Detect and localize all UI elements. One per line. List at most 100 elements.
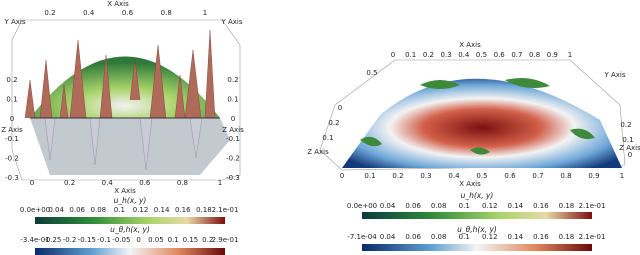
bottom-tick-label: 0.8 bbox=[177, 179, 188, 187]
top-tick-label: 0.6 bbox=[122, 9, 134, 17]
colorbar bbox=[362, 244, 592, 251]
bottom-tick-label: 0.7 bbox=[532, 172, 543, 180]
bottom-tick-label: 0.2 bbox=[64, 179, 75, 187]
colorbar-tick-label: 0.15 bbox=[183, 236, 199, 244]
colorbar-tick-label: 0.18 bbox=[559, 233, 575, 241]
colorbar-tick-label: -0.05 bbox=[112, 236, 130, 244]
right-tick-label: -0.2 bbox=[226, 154, 240, 162]
top-tick-label: 0.2 bbox=[423, 51, 434, 59]
bottom-tick-label: 0.4 bbox=[448, 172, 460, 180]
left-axis-title: Z Axis bbox=[1, 126, 23, 134]
corner-label: Y Axis bbox=[603, 71, 625, 79]
top-tick-label: 0.7 bbox=[511, 51, 522, 59]
colorbar-tick-label: 0.08 bbox=[431, 202, 447, 210]
bottom-tick-label: 0.4 bbox=[102, 179, 114, 187]
colorbar-tick-label: 0.08 bbox=[431, 233, 447, 241]
colorbar-tick-label: 0.18 bbox=[559, 202, 575, 210]
colorbar-tick-label: 0.12 bbox=[482, 233, 498, 241]
colorbar-tick-label: -7.1e-04 bbox=[347, 233, 377, 241]
colorbar-tick-label: 0.2 bbox=[202, 236, 213, 244]
left-tick-label: -0.2 bbox=[5, 154, 19, 162]
colorbar-tick-label: 0.04 bbox=[380, 233, 396, 241]
colorbar-tick-label: 0 bbox=[136, 236, 140, 244]
colorbar-tick-label: 2.1e-01 bbox=[579, 233, 606, 241]
colorbar-tick-label: -0.15 bbox=[78, 236, 96, 244]
bottom-tick-label: 0.1 bbox=[364, 172, 375, 180]
right-tick-label: 0.1 bbox=[622, 136, 633, 144]
colorbar-tick-label: 2.1e-01 bbox=[579, 202, 606, 210]
colorbar-tick-label: 0.1 bbox=[459, 202, 470, 210]
bottom-tick-label: 1 bbox=[620, 172, 624, 180]
colorbar-tick-label: 0.14 bbox=[508, 202, 524, 210]
colorbar-tick-label: -0.1 bbox=[97, 236, 111, 244]
left-tick-label: -0.1 bbox=[5, 135, 19, 143]
bottom-tick-label: 0.8 bbox=[560, 172, 571, 180]
top-tick-label: 0 bbox=[391, 51, 395, 59]
top-tick-label: 0.1 bbox=[405, 51, 416, 59]
top-tick-label: 0.8 bbox=[161, 9, 172, 17]
colorbar-tick-label: 0.06 bbox=[405, 202, 421, 210]
colorbar-tick-label: -0.2 bbox=[63, 236, 77, 244]
left-axis-title: Z Axis bbox=[307, 148, 329, 156]
right-tick-label: 0.2 bbox=[227, 76, 238, 84]
top-tick-label: 0.4 bbox=[458, 51, 470, 59]
top-tick-label: 0.6 bbox=[494, 51, 506, 59]
top-tick-label: 0.3 bbox=[441, 51, 452, 59]
top-tick-label: 0.2 bbox=[44, 9, 55, 17]
colorbar-tick-label: 2.9e-01 bbox=[212, 236, 239, 244]
bottom-axis-title: X Axis bbox=[459, 180, 481, 188]
colorbar-title: u_θ,h(x, y) bbox=[457, 225, 497, 234]
colorbar-tick-label: 2.1e-01 bbox=[212, 206, 239, 214]
bottom-axis-title: X Axis bbox=[114, 187, 136, 195]
left-tick-label: 0 bbox=[10, 115, 14, 123]
colorbar-tick-label: 0.1 bbox=[168, 236, 179, 244]
bottom-tick-label: 0 bbox=[340, 172, 344, 180]
colorbar-tick-label: 0.16 bbox=[533, 202, 549, 210]
colorbar-tick-label: -3.4e-01 bbox=[20, 236, 49, 244]
bottom-tick-label: 0.6 bbox=[504, 172, 516, 180]
left-tick-label: 0.1 bbox=[322, 134, 333, 142]
colorbar bbox=[362, 212, 592, 219]
colorbar-title: u_θ,h(x, y) bbox=[110, 225, 150, 234]
top-tick-label: 0.8 bbox=[529, 51, 540, 59]
left-tick-label: 0 bbox=[338, 104, 342, 112]
right-axis-title: Z Axis bbox=[619, 144, 640, 152]
colorbar-tick-label: 0.0e+00 bbox=[347, 202, 377, 210]
bottom-tick-label: 0.5 bbox=[476, 172, 487, 180]
right-tick-label: -0.3 bbox=[226, 174, 240, 182]
colorbar bbox=[35, 248, 225, 255]
left-tick-label: -0.3 bbox=[5, 174, 19, 182]
right-tick-label: 0 bbox=[628, 151, 632, 159]
left-tick-label: 0.2 bbox=[328, 119, 339, 127]
colorbar-tick-label: 0.18 bbox=[196, 206, 212, 214]
colorbar-title: u_h(x, y) bbox=[114, 196, 147, 205]
bottom-tick-label: 0.3 bbox=[420, 172, 431, 180]
bottom-tick-label: 0.2 bbox=[392, 172, 403, 180]
right-tick-label: 0.1 bbox=[227, 96, 238, 104]
colorbar-title: u_h(x, y) bbox=[461, 191, 494, 200]
left-tick-label: 0.1 bbox=[6, 96, 17, 104]
top-tick-label: 0.4 bbox=[83, 9, 95, 17]
colorbar-tick-label: 0.08 bbox=[91, 206, 107, 214]
corner-label: Y Axis bbox=[3, 18, 25, 26]
top-tick-label: 1 bbox=[568, 51, 572, 59]
corner-label: 0.5 bbox=[366, 69, 377, 77]
top-axis-title: X Axis bbox=[459, 41, 481, 49]
colorbar-tick-label: 0.14 bbox=[154, 206, 170, 214]
colorbar-tick-label: 0.14 bbox=[508, 233, 524, 241]
colorbar-tick-label: 0.1 bbox=[114, 206, 125, 214]
bottom-tick-label: 0.6 bbox=[139, 179, 151, 187]
surface-left bbox=[11, 19, 241, 181]
right-tick-label: 0 bbox=[231, 115, 235, 123]
colorbar-tick-label: 0.16 bbox=[533, 233, 549, 241]
colorbar-tick-label: 0.05 bbox=[148, 236, 164, 244]
colorbar-tick-label: 0.1 bbox=[459, 233, 470, 241]
bottom-tick-label: 0 bbox=[30, 179, 34, 187]
top-tick-label: 0.9 bbox=[547, 51, 558, 59]
colorbar-tick-label: 0.04 bbox=[380, 202, 396, 210]
colorbar-tick-label: 0.04 bbox=[48, 206, 64, 214]
colorbar-tick-label: -0.25 bbox=[43, 236, 61, 244]
colorbar-tick-label: 0.06 bbox=[405, 233, 421, 241]
top-tick-label: 1 bbox=[203, 9, 207, 17]
